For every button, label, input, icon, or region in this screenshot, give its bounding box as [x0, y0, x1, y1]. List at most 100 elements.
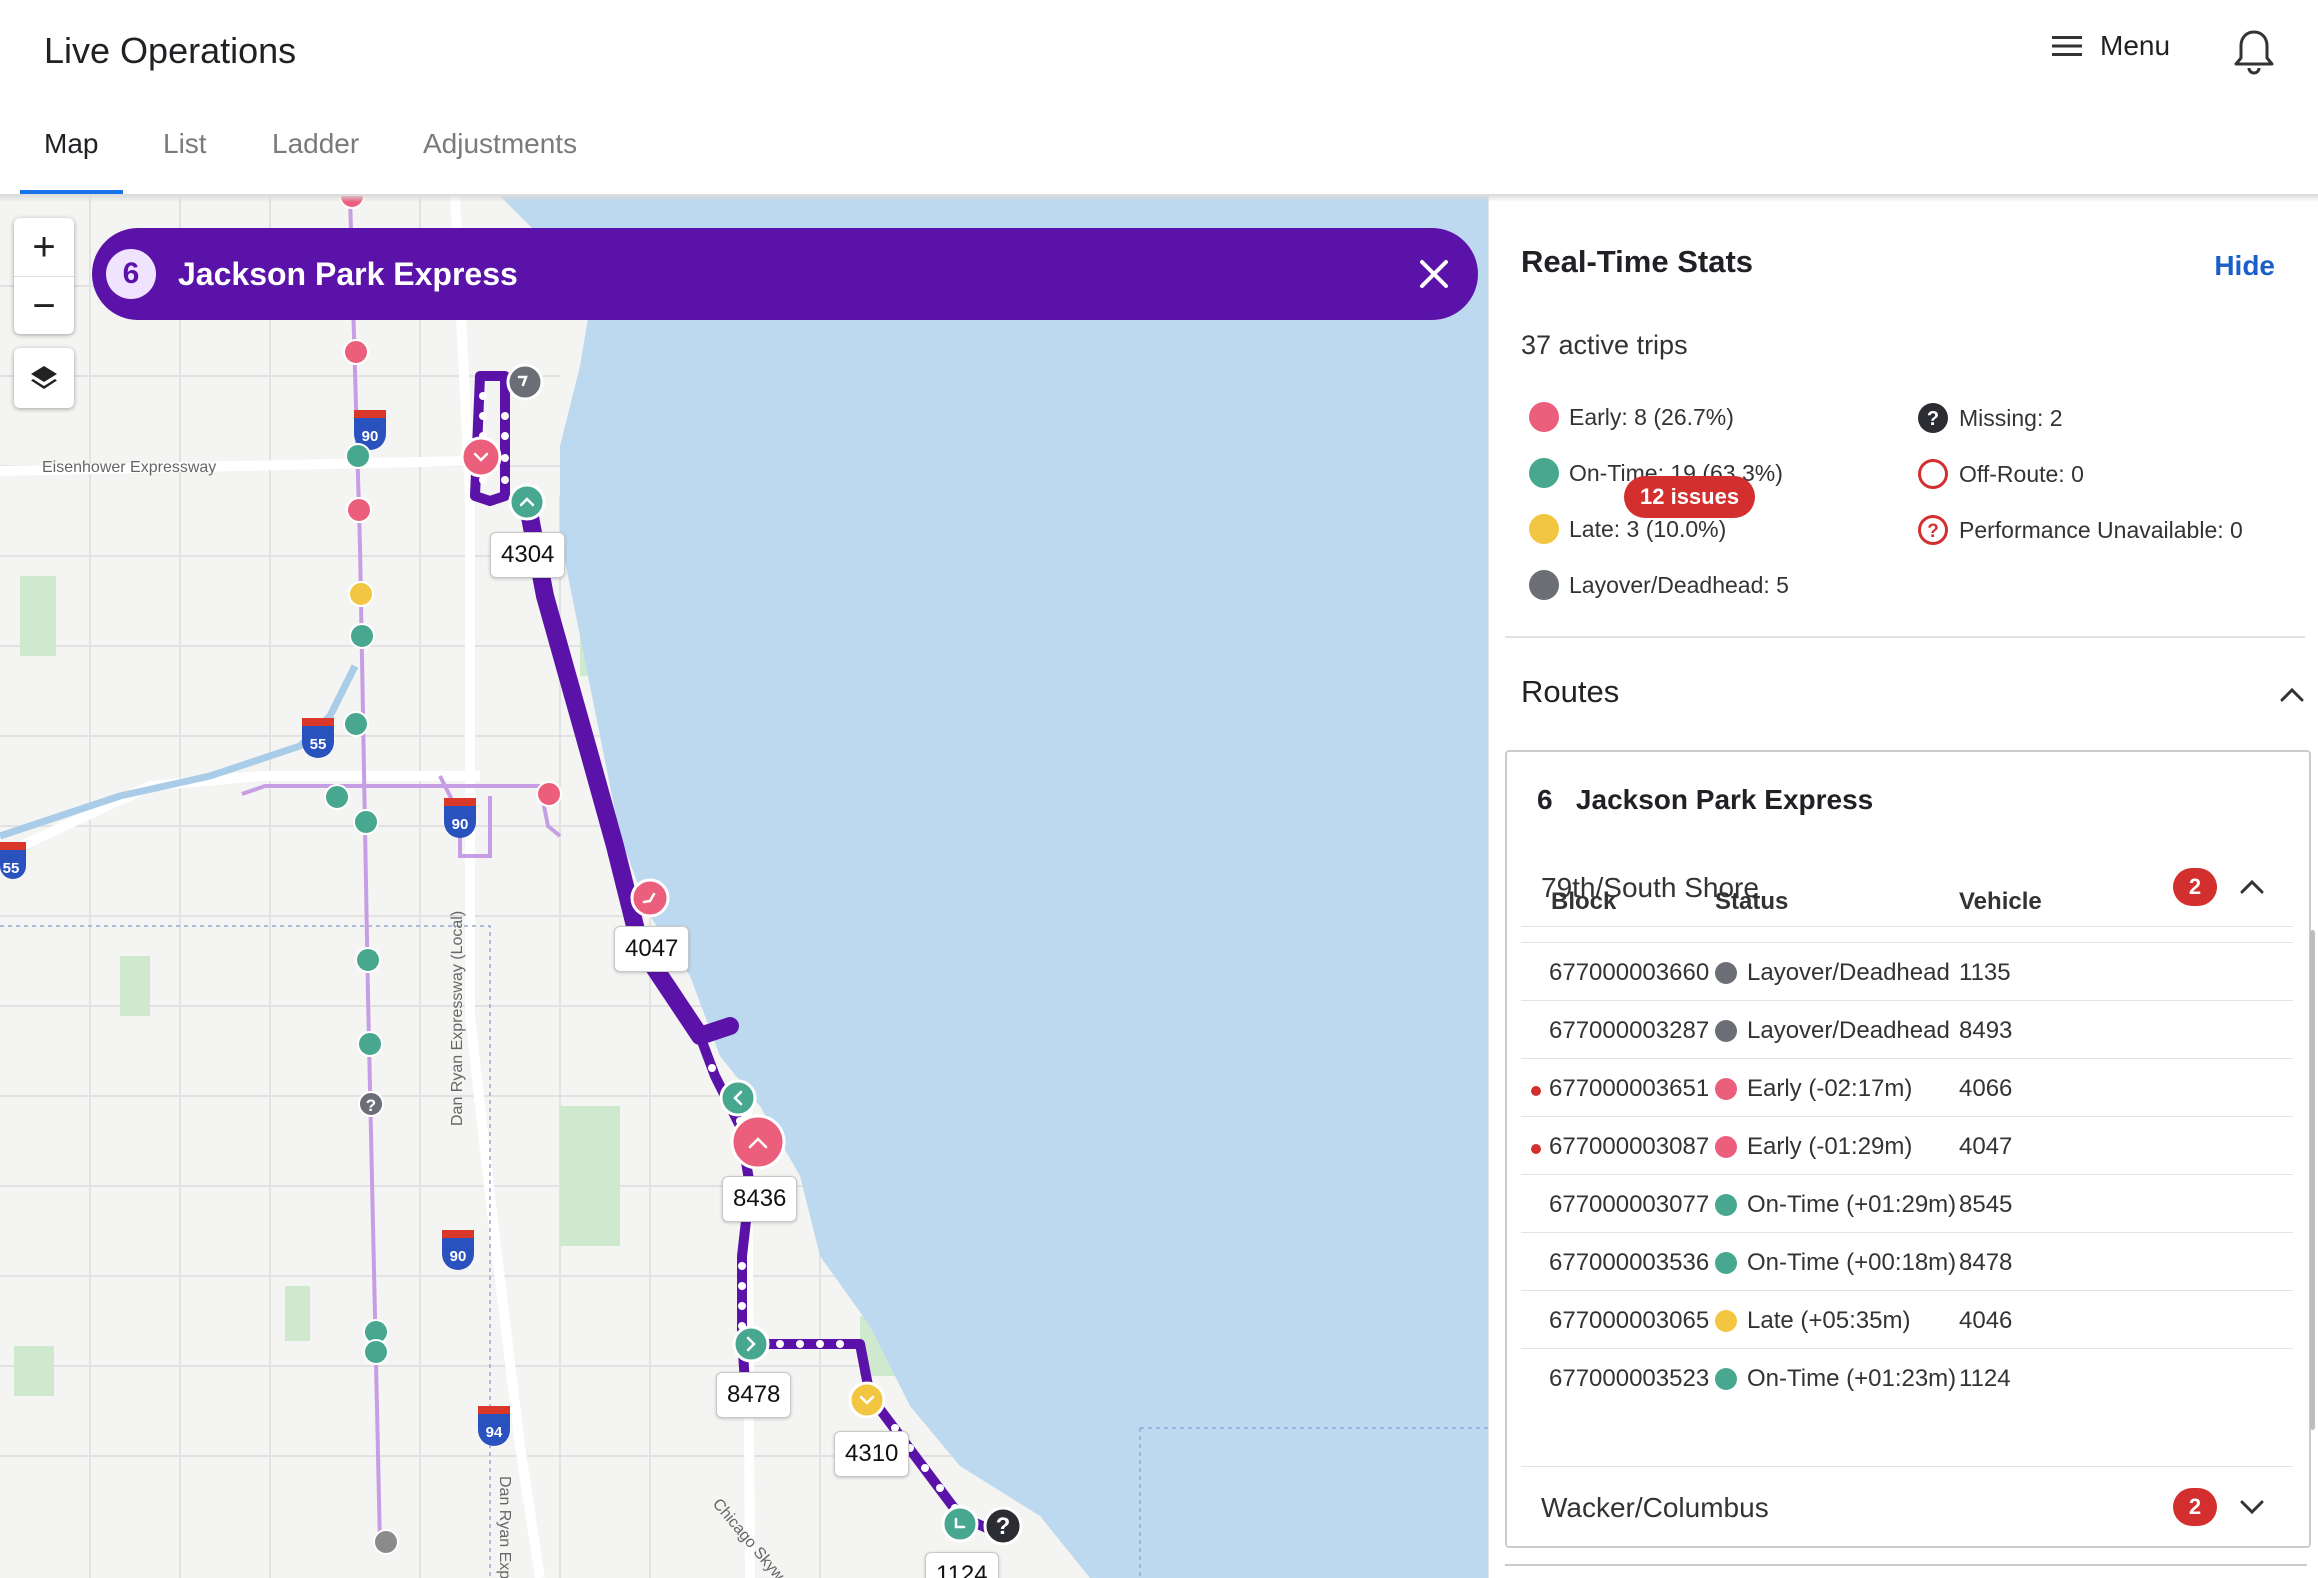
vehicle-marker-on-time[interactable]	[941, 1505, 979, 1543]
table-row[interactable]: 677000003287 Layover/Deadhead 8493	[1521, 1000, 2293, 1059]
vehicle-marker-late[interactable]	[348, 581, 374, 607]
vehicle-label[interactable]: 4047	[614, 926, 690, 972]
svg-text:?: ?	[996, 1513, 1011, 1540]
hamburger-icon	[2052, 36, 2082, 56]
panel-scrollbar[interactable]	[2310, 930, 2315, 1430]
route-number-badge: 6	[106, 249, 156, 299]
column-header-vehicle[interactable]: Vehicle	[1959, 888, 2042, 915]
vehicle-marker-on-time[interactable]	[363, 1339, 389, 1365]
table-row[interactable]: 677000003536 On-Time (+00:18m) 8478	[1521, 1232, 2293, 1291]
vehicle-marker-early[interactable]	[630, 878, 670, 918]
hide-stats-button[interactable]: Hide	[2214, 250, 2275, 281]
on-time-dot-icon	[1529, 458, 1559, 488]
table-row[interactable]: 677000003077 On-Time (+01:29m) 8545	[1521, 1174, 2293, 1233]
close-icon[interactable]	[1412, 252, 1456, 296]
table-row[interactable]: 677000003660 Layover/Deadhead 1135	[1521, 942, 2293, 1001]
vehicle-marker-layover[interactable]	[373, 1529, 399, 1555]
zoom-out-button[interactable]: −	[32, 283, 56, 328]
vehicle-marker-on-time[interactable]	[355, 947, 381, 973]
table-row[interactable]: 677000003087 Early (-01:29m) 4047	[1521, 1116, 2293, 1175]
vehicle-marker-early[interactable]	[343, 339, 369, 365]
chevron-down-icon[interactable]	[2237, 1492, 2267, 1522]
legend-label: Missing: 2	[1959, 404, 2063, 431]
vehicle-label[interactable]: 4304	[490, 532, 566, 578]
vehicle-marker-early[interactable]	[460, 436, 502, 478]
vehicle-id: 1135	[1959, 959, 2011, 986]
vehicle-label[interactable]: 4310	[834, 1431, 910, 1477]
tab-map[interactable]: Map	[44, 128, 99, 159]
svg-text:?: ?	[1927, 521, 1939, 542]
status-dot-icon	[1715, 1368, 1737, 1390]
table-row[interactable]: 677000003065 Late (+05:35m) 4046	[1521, 1290, 2293, 1349]
table-row[interactable]: 677000003651 Early (-02:17m) 4066	[1521, 1058, 2293, 1117]
vehicle-marker-on-time[interactable]	[732, 1325, 770, 1363]
status-dot-icon	[1715, 1136, 1737, 1158]
status-text: Early (-02:17m)	[1747, 1075, 1913, 1102]
divider	[1505, 636, 2305, 638]
vehicle-marker-on-time[interactable]	[719, 1079, 757, 1117]
route-card-title: 6 Jackson Park Express	[1537, 784, 1873, 816]
next-card-edge	[1505, 1564, 2307, 1566]
route-name: Jackson Park Express	[178, 255, 518, 292]
map-canvas[interactable]: Eisenhower Expressway Dan Ryan Expresswa…	[0, 196, 1488, 1578]
svg-text:55: 55	[3, 860, 20, 877]
svg-text:94: 94	[486, 1424, 503, 1441]
vehicle-marker-early[interactable]	[730, 1114, 786, 1170]
vehicle-marker-on-time[interactable]	[343, 711, 369, 737]
vehicle-label[interactable]: 8478	[716, 1372, 792, 1418]
vehicle-marker-on-time[interactable]	[345, 443, 371, 469]
direction-name[interactable]: Wacker/Columbus	[1541, 1492, 1769, 1523]
block-id: 677000003087	[1549, 1133, 1710, 1160]
vehicle-id: 8493	[1959, 1017, 2013, 1044]
vehicle-marker-on-time[interactable]	[349, 623, 375, 649]
map-view[interactable]: Eisenhower Expressway Dan Ryan Expresswa…	[0, 196, 1488, 1578]
unavailable-question-icon: ?	[1918, 515, 1948, 545]
active-trips-count: 37 active trips	[1521, 330, 1688, 360]
routes-title: Routes	[1521, 674, 1620, 709]
tab-ladder[interactable]: Ladder	[272, 128, 360, 159]
missing-question-icon: ?	[1918, 403, 1948, 433]
highway-shield: 90	[444, 798, 476, 838]
vehicle-marker-on-time[interactable]	[324, 784, 350, 810]
status-cell: Layover/Deadhead	[1715, 1017, 1950, 1045]
block-id: 677000003065	[1549, 1307, 1710, 1334]
highway-shield: 90	[442, 1230, 474, 1270]
table-row[interactable]: 677000003523 On-Time (+01:23m) 1124	[1521, 1348, 2293, 1407]
highway-shield: 90	[354, 410, 386, 450]
tab-list[interactable]: List	[163, 128, 207, 159]
vehicle-marker-on-time[interactable]	[357, 1031, 383, 1057]
status-cell: Layover/Deadhead	[1715, 959, 1950, 987]
status-dot-icon	[1715, 1310, 1737, 1332]
legend-missing: ? Missing: 2	[1917, 402, 2063, 434]
direction-name[interactable]: 79th/South Shore	[1541, 872, 1759, 903]
chevron-up-icon[interactable]	[2277, 680, 2307, 710]
menu-button[interactable]: Menu	[2052, 30, 2170, 62]
vehicle-marker-early[interactable]	[536, 781, 562, 807]
highway-shield: 94	[478, 1406, 510, 1446]
chevron-up-icon[interactable]	[2237, 872, 2267, 902]
vehicle-id: 1124	[1959, 1365, 2011, 1392]
tab-adjustments[interactable]: Adjustments	[423, 128, 578, 159]
vehicle-marker-late[interactable]	[848, 1381, 886, 1419]
vehicle-marker-on-time[interactable]	[353, 809, 379, 835]
vehicle-id: 4046	[1959, 1307, 2013, 1334]
legend-unavailable: ? Performance Unavailable: 0	[1917, 514, 2243, 546]
off-route-ring-icon	[1918, 459, 1948, 489]
svg-text:?: ?	[366, 1096, 376, 1115]
vehicle-id: 4066	[1959, 1075, 2013, 1102]
vehicle-marker-missing[interactable]	[358, 1091, 384, 1117]
legend-label: Off-Route: 0	[1959, 460, 2084, 487]
layers-button[interactable]	[14, 348, 74, 408]
legend-early: Early: 8 (26.7%)	[1529, 402, 1734, 432]
column-header-block[interactable]: Block	[1551, 888, 1617, 915]
vehicle-label[interactable]: 8436	[722, 1176, 798, 1222]
notification-bell-icon[interactable]	[2232, 28, 2276, 76]
vehicle-marker-missing[interactable]	[983, 1506, 1023, 1546]
column-header-status[interactable]: Status	[1715, 888, 1789, 915]
zoom-in-button[interactable]: +	[14, 218, 74, 277]
vehicle-marker-on-time[interactable]	[508, 483, 546, 521]
active-tab-indicator	[20, 190, 123, 194]
vehicle-marker-early[interactable]	[346, 497, 372, 523]
vehicle-label[interactable]: 1124	[925, 1552, 999, 1578]
direction-issue-count: 2	[2173, 868, 2217, 906]
